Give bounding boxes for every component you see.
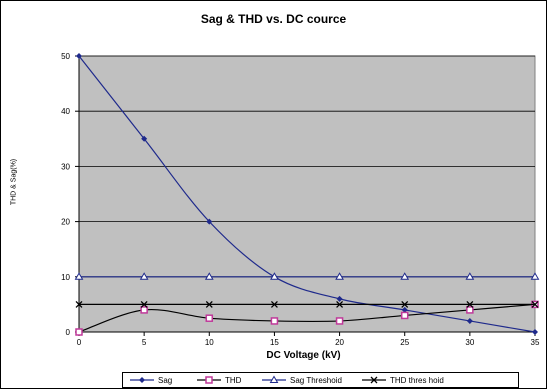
legend-label: Sag Threshoid: [290, 376, 342, 385]
point-marker: [141, 135, 148, 142]
y-tick-label: 30: [61, 162, 70, 171]
y-tick-label: 20: [61, 218, 70, 227]
point-marker: [75, 300, 83, 308]
legend-label: Sag: [158, 376, 172, 385]
point-marker: [400, 311, 409, 320]
point-marker: [400, 272, 410, 280]
point-marker: [140, 306, 148, 314]
legend: [122, 372, 519, 388]
point-marker: [335, 317, 344, 325]
x-tick-label: 10: [205, 338, 214, 347]
point-marker: [205, 300, 213, 308]
point-marker: [270, 300, 278, 308]
point-marker: [466, 300, 474, 308]
point-marker: [370, 376, 378, 384]
legend-label: THD: [225, 376, 242, 385]
point-marker: [204, 272, 214, 280]
point-marker: [270, 317, 279, 325]
point-marker: [530, 272, 540, 280]
point-marker: [465, 272, 475, 280]
x-tick-label: 20: [335, 338, 344, 347]
x-axis-label: DC Voltage (kV): [266, 350, 341, 361]
point-marker: [206, 218, 213, 225]
y-tick-label: 10: [61, 273, 70, 282]
point-marker: [531, 300, 539, 308]
x-tick-label: 25: [400, 338, 409, 347]
point-marker: [401, 300, 409, 308]
point-marker: [401, 306, 408, 313]
series-line-thd: [78, 303, 536, 333]
y-tick-label: 0: [66, 328, 71, 337]
point-marker: [139, 377, 145, 383]
point-marker: [335, 272, 344, 280]
y-tick-label: 40: [61, 107, 70, 116]
x-tick-label: 35: [531, 338, 540, 347]
point-marker: [76, 53, 82, 59]
point-marker: [270, 272, 279, 280]
x-tick-label: 30: [465, 338, 474, 347]
point-marker: [74, 272, 84, 280]
x-tick-label: 5: [142, 338, 147, 347]
point-marker: [269, 375, 279, 383]
y-tick-label: 50: [61, 52, 70, 61]
x-tick-label: 0: [77, 338, 82, 347]
point-marker: [532, 329, 538, 335]
point-marker: [75, 328, 83, 336]
point-marker: [140, 300, 148, 308]
point-marker: [205, 314, 214, 322]
point-marker: [336, 300, 344, 308]
legend-label: THD thres hoid: [390, 376, 444, 385]
point-marker: [336, 295, 343, 302]
point-marker: [139, 272, 149, 280]
chart-title: Sag & THD vs. DC cource: [200, 12, 347, 26]
point-marker: [205, 376, 213, 384]
x-tick-label: 15: [270, 338, 279, 347]
point-marker: [466, 306, 474, 314]
point-marker: [466, 317, 473, 324]
